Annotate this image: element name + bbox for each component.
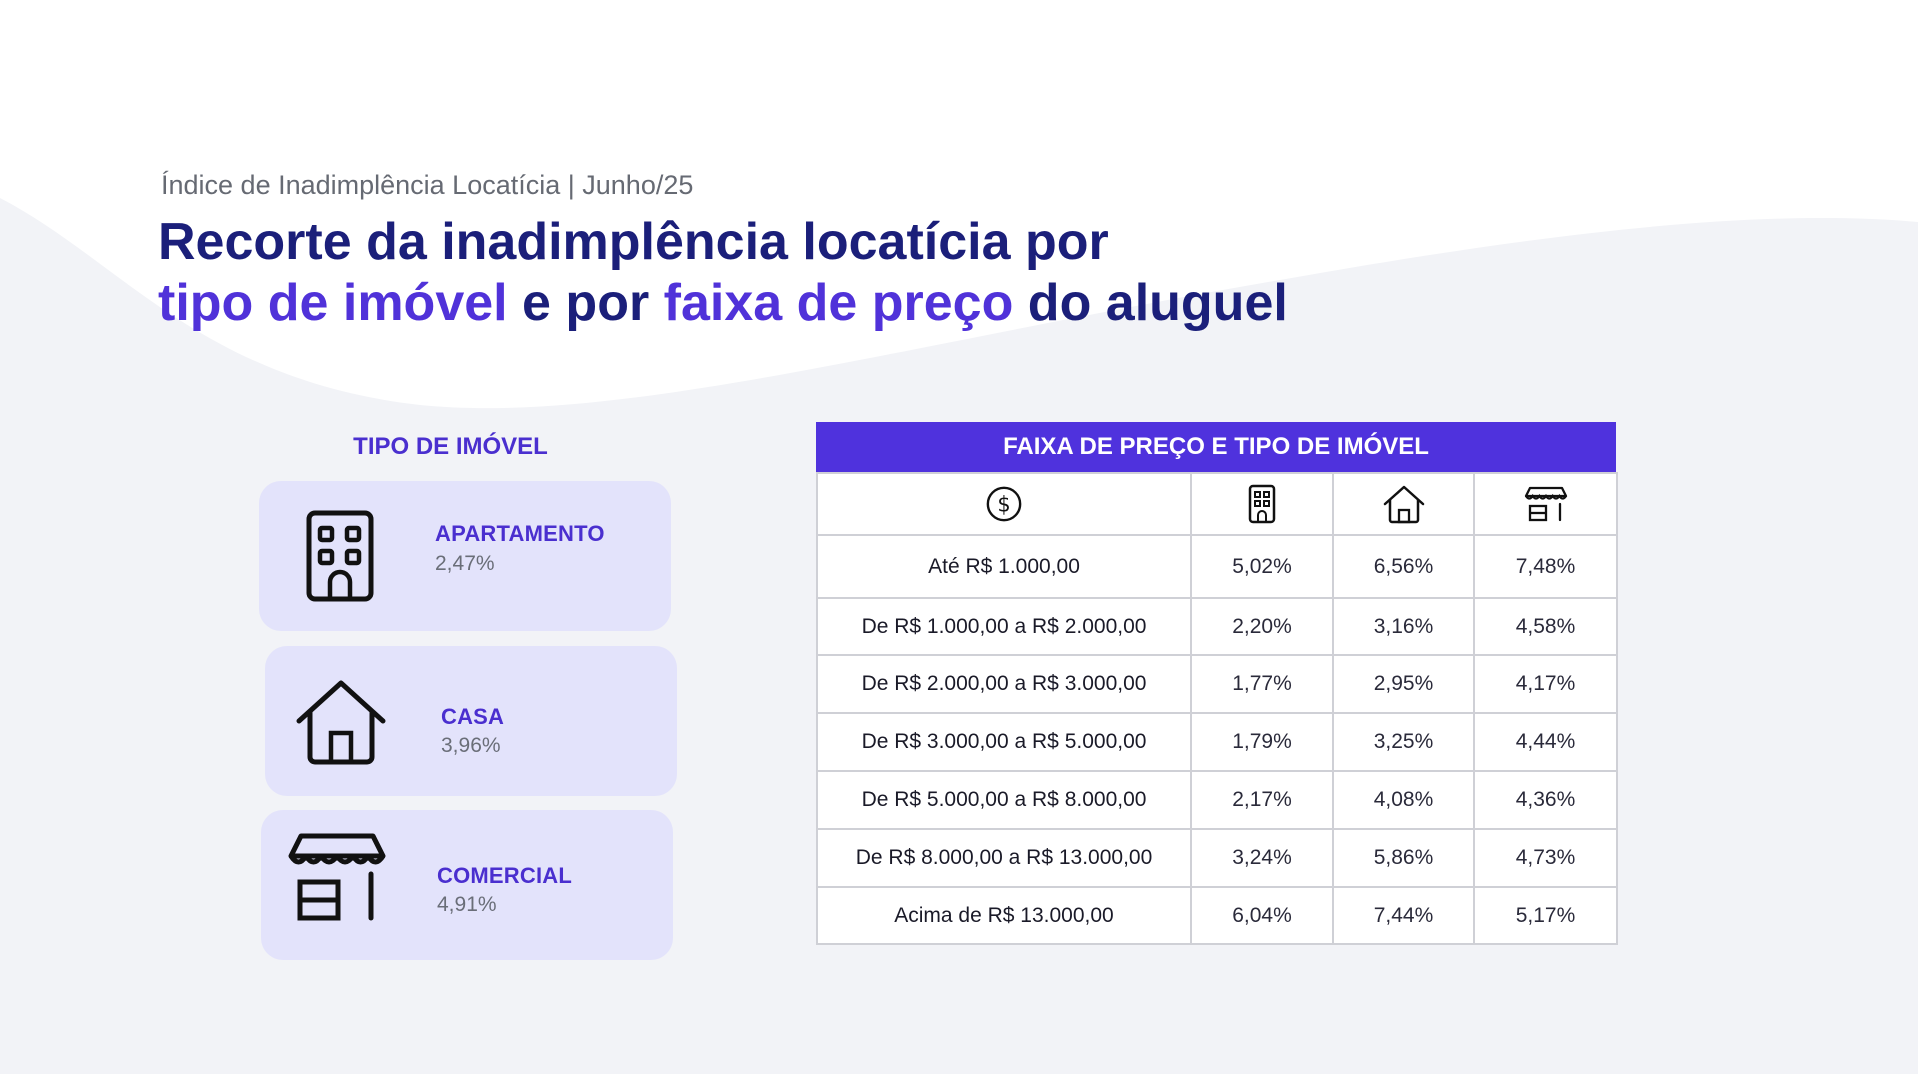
- table-row: De R$ 2.000,00 a R$ 3.000,00 1,77% 2,95%…: [816, 654, 1618, 714]
- value-casa-cell: 7,44%: [1332, 886, 1475, 945]
- table-row: De R$ 8.000,00 a R$ 13.000,00 3,24% 5,86…: [816, 828, 1618, 888]
- tipo-section-title: TIPO DE IMÓVEL: [353, 433, 548, 460]
- table-row: Até R$ 1.000,00 5,02% 6,56% 7,48%: [816, 534, 1618, 599]
- price-range-cell: De R$ 8.000,00 a R$ 13.000,00: [816, 828, 1192, 888]
- building-icon: [306, 510, 374, 602]
- price-range-cell: Acima de R$ 13.000,00: [816, 886, 1192, 945]
- value-comercial-cell: 4,58%: [1473, 597, 1618, 656]
- value-comercial-cell: 4,44%: [1473, 712, 1618, 772]
- value-casa-cell: 2,95%: [1332, 654, 1475, 714]
- value-apartamento-cell: 1,77%: [1190, 654, 1334, 714]
- faixa-table-title: FAIXA DE PREÇO E TIPO DE IMÓVEL: [816, 422, 1616, 472]
- table-row: De R$ 3.000,00 a R$ 5.000,00 1,79% 3,25%…: [816, 712, 1618, 772]
- value-comercial-cell: 4,73%: [1473, 828, 1618, 888]
- value-apartamento-cell: 2,20%: [1190, 597, 1334, 656]
- house-icon: [1383, 485, 1424, 524]
- faixa-grid: $: [816, 472, 1618, 945]
- column-icon-cell: [1473, 472, 1618, 536]
- card-label: CASA: [441, 704, 505, 729]
- card-apartamento: APARTAMENTO 2,47%: [259, 481, 671, 631]
- table-row: De R$ 5.000,00 a R$ 8.000,00 2,17% 4,08%…: [816, 770, 1618, 830]
- value-casa-cell: 3,16%: [1332, 597, 1475, 656]
- value-apartamento-cell: 2,17%: [1190, 770, 1334, 830]
- value-comercial-cell: 5,17%: [1473, 886, 1618, 945]
- value-casa-cell: 4,08%: [1332, 770, 1475, 830]
- card-value: 2,47%: [435, 552, 495, 575]
- card-value: 3,96%: [441, 734, 501, 757]
- card-comercial: COMERCIAL 4,91%: [261, 810, 673, 960]
- store-icon: [1524, 486, 1567, 522]
- card-label: COMERCIAL: [437, 863, 573, 888]
- faixa-table: FAIXA DE PREÇO E TIPO DE IMÓVEL $: [816, 422, 1618, 945]
- page-title: Recorte da inadimplência locatícia por t…: [158, 212, 1288, 334]
- price-range-cell: De R$ 1.000,00 a R$ 2.000,00: [816, 597, 1192, 656]
- card-casa: CASA 3,96%: [265, 646, 677, 796]
- value-casa-cell: 6,56%: [1332, 534, 1475, 599]
- value-apartamento-cell: 5,02%: [1190, 534, 1334, 599]
- card-label: APARTAMENTO: [435, 521, 605, 546]
- report-kicker: Índice de Inadimplência Locatícia | Junh…: [161, 170, 694, 200]
- price-range-cell: Até R$ 1.000,00: [816, 534, 1192, 599]
- price-range-cell: De R$ 5.000,00 a R$ 8.000,00: [816, 770, 1192, 830]
- svg-text:$: $: [997, 493, 1010, 517]
- house-icon: [296, 680, 386, 765]
- table-icon-row: $: [816, 472, 1618, 536]
- title-highlight-tipo: tipo de imóvel: [158, 274, 508, 332]
- table-row: Acima de R$ 13.000,00 6,04% 7,44% 5,17%: [816, 886, 1618, 945]
- column-icon-cell: [1332, 472, 1475, 536]
- card-value: 4,91%: [437, 893, 497, 916]
- title-connector: e por: [507, 274, 664, 332]
- value-apartamento-cell: 6,04%: [1190, 886, 1334, 945]
- value-comercial-cell: 7,48%: [1473, 534, 1618, 599]
- value-apartamento-cell: 3,24%: [1190, 828, 1334, 888]
- value-comercial-cell: 4,36%: [1473, 770, 1618, 830]
- value-casa-cell: 5,86%: [1332, 828, 1475, 888]
- title-end: do aluguel: [1013, 274, 1288, 332]
- dollar-coin-icon: $: [986, 486, 1022, 522]
- building-icon: [1248, 484, 1276, 524]
- price-range-cell: De R$ 3.000,00 a R$ 5.000,00: [816, 712, 1192, 772]
- column-icon-cell: [1190, 472, 1334, 536]
- table-row: De R$ 1.000,00 a R$ 2.000,00 2,20% 3,16%…: [816, 597, 1618, 656]
- price-range-cell: De R$ 2.000,00 a R$ 3.000,00: [816, 654, 1192, 714]
- value-apartamento-cell: 1,79%: [1190, 712, 1334, 772]
- value-casa-cell: 3,25%: [1332, 712, 1475, 772]
- store-icon: [288, 833, 386, 921]
- title-line-1: Recorte da inadimplência locatícia por: [158, 213, 1109, 271]
- column-icon-cell: $: [816, 472, 1192, 536]
- title-highlight-faixa: faixa de preço: [663, 274, 1014, 332]
- value-comercial-cell: 4,17%: [1473, 654, 1618, 714]
